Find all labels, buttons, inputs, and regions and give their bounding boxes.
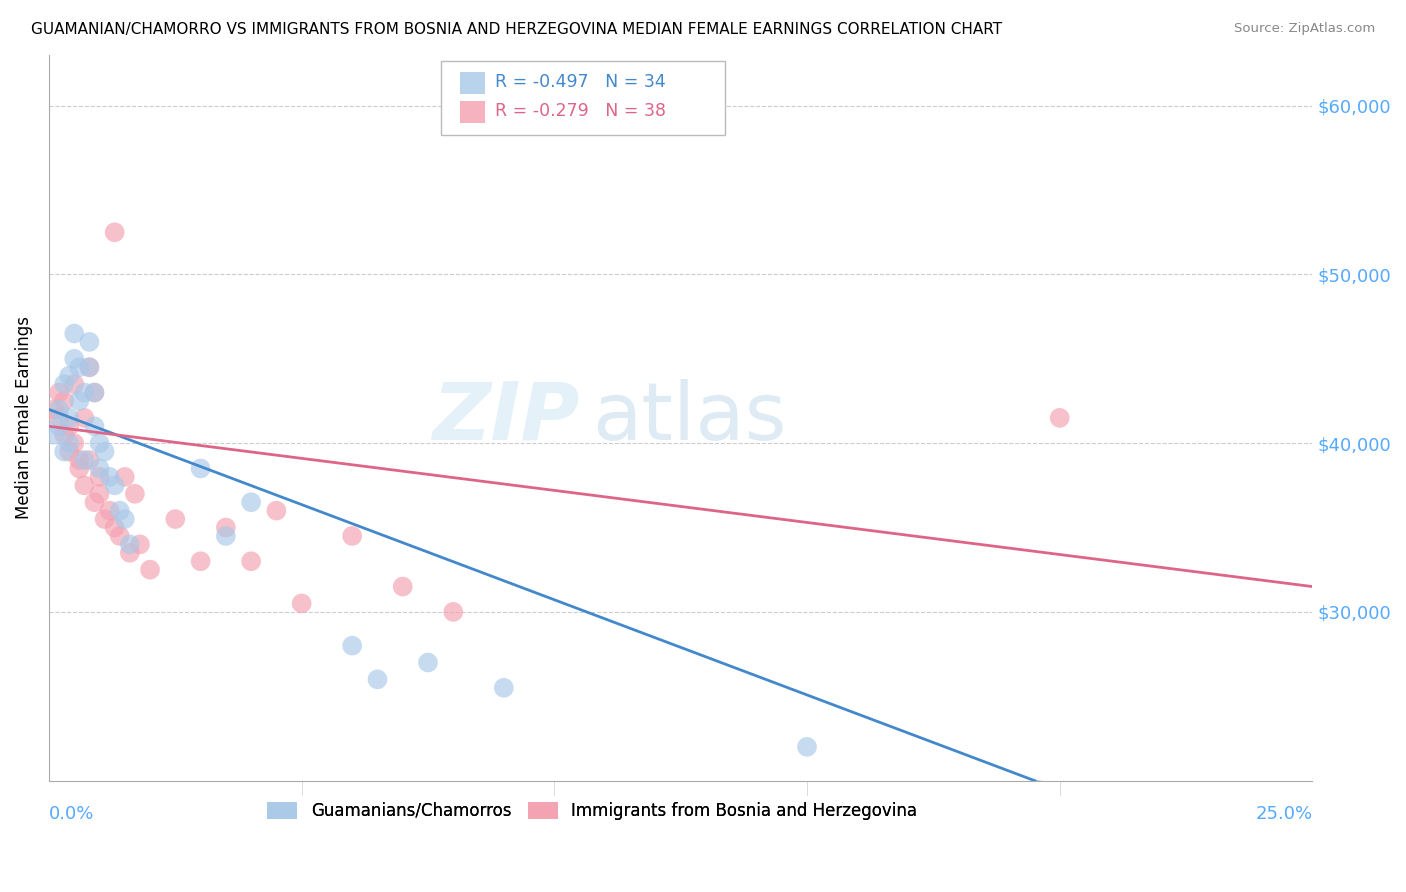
Text: atlas: atlas xyxy=(592,379,786,457)
Point xyxy=(114,470,136,484)
Point xyxy=(98,503,121,517)
Point xyxy=(129,537,152,551)
Point xyxy=(124,487,146,501)
Point xyxy=(1049,410,1071,425)
Point xyxy=(266,503,288,517)
Point xyxy=(83,419,105,434)
Text: R = -0.279   N = 38: R = -0.279 N = 38 xyxy=(495,102,666,120)
Point xyxy=(79,453,101,467)
Text: ZIP: ZIP xyxy=(432,379,579,457)
Point xyxy=(79,360,101,375)
Point xyxy=(89,470,111,484)
Point xyxy=(73,410,96,425)
Point xyxy=(89,436,111,450)
Point xyxy=(63,377,86,392)
Point xyxy=(53,394,76,409)
Point xyxy=(83,495,105,509)
Point xyxy=(79,334,101,349)
Point xyxy=(98,470,121,484)
Point xyxy=(53,377,76,392)
Point xyxy=(391,580,413,594)
Point xyxy=(93,444,115,458)
Point xyxy=(53,427,76,442)
Point xyxy=(67,360,90,375)
Point xyxy=(190,554,212,568)
Point xyxy=(118,537,141,551)
Point xyxy=(42,427,65,442)
Point xyxy=(48,385,70,400)
Text: R = -0.497   N = 34: R = -0.497 N = 34 xyxy=(495,73,665,91)
Legend: Guamanians/Chamorros, Immigrants from Bosnia and Herzegovina: Guamanians/Chamorros, Immigrants from Bo… xyxy=(260,795,924,827)
Point xyxy=(83,385,105,400)
Point xyxy=(165,512,187,526)
Point xyxy=(340,639,363,653)
Point xyxy=(48,419,70,434)
Text: GUAMANIAN/CHAMORRO VS IMMIGRANTS FROM BOSNIA AND HERZEGOVINA MEDIAN FEMALE EARNI: GUAMANIAN/CHAMORRO VS IMMIGRANTS FROM BO… xyxy=(31,22,1002,37)
Point xyxy=(83,385,105,400)
Point xyxy=(114,512,136,526)
Point xyxy=(108,529,131,543)
Point xyxy=(67,453,90,467)
Point xyxy=(63,351,86,366)
Text: 0.0%: 0.0% xyxy=(49,805,94,823)
Point xyxy=(58,444,80,458)
Point xyxy=(73,385,96,400)
Bar xyxy=(460,101,485,122)
Bar xyxy=(460,72,485,94)
Point xyxy=(416,656,439,670)
Y-axis label: Median Female Earnings: Median Female Earnings xyxy=(15,317,32,519)
Point xyxy=(108,503,131,517)
Point xyxy=(796,739,818,754)
Point xyxy=(190,461,212,475)
Point xyxy=(48,410,70,425)
Point xyxy=(118,546,141,560)
Point xyxy=(240,495,263,509)
Point xyxy=(48,402,70,417)
Point xyxy=(215,520,238,534)
FancyBboxPatch shape xyxy=(440,61,725,135)
Point xyxy=(215,529,238,543)
Point xyxy=(79,360,101,375)
Point xyxy=(104,478,127,492)
Point xyxy=(441,605,464,619)
Point xyxy=(104,520,127,534)
Point xyxy=(73,478,96,492)
Point xyxy=(42,402,65,417)
Point xyxy=(53,444,76,458)
Point xyxy=(58,419,80,434)
Point xyxy=(366,673,388,687)
Point xyxy=(139,563,162,577)
Point xyxy=(67,461,90,475)
Point xyxy=(63,436,86,450)
Point xyxy=(58,368,80,383)
Point xyxy=(58,410,80,425)
Point xyxy=(89,487,111,501)
Point xyxy=(89,461,111,475)
Point xyxy=(340,529,363,543)
Point xyxy=(63,326,86,341)
Point xyxy=(240,554,263,568)
Text: 25.0%: 25.0% xyxy=(1256,805,1312,823)
Point xyxy=(492,681,515,695)
Point xyxy=(67,394,90,409)
Point xyxy=(93,512,115,526)
Point xyxy=(104,225,127,239)
Point xyxy=(58,436,80,450)
Text: Source: ZipAtlas.com: Source: ZipAtlas.com xyxy=(1234,22,1375,36)
Point xyxy=(73,453,96,467)
Point xyxy=(291,597,314,611)
